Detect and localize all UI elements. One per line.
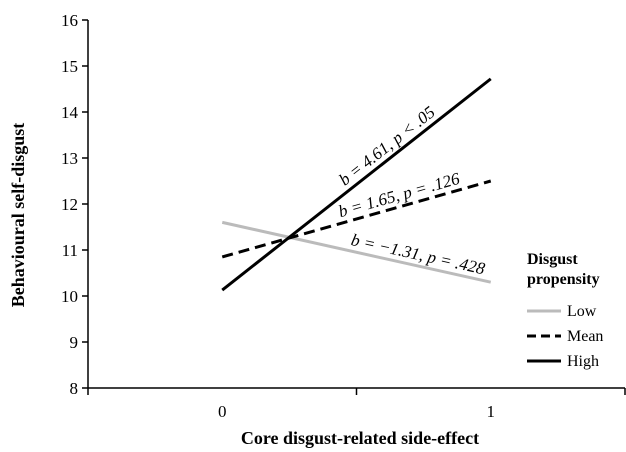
y-tick-label: 14 [61, 103, 79, 122]
y-axis-title: Behavioural self-disgust [8, 123, 28, 308]
legend-label-low: Low [567, 303, 597, 320]
x-tick-label: 1 [487, 402, 496, 421]
legend-title: Disgust [527, 251, 578, 268]
series-line-high [221, 77, 492, 292]
legend-title: propensity [527, 271, 600, 288]
y-tick-label: 15 [61, 57, 78, 76]
y-tick-label: 16 [61, 11, 78, 30]
y-tick-label: 8 [70, 379, 79, 398]
y-tick-label: 11 [62, 241, 78, 260]
y-tick-label: 10 [61, 287, 78, 306]
x-tick-label: 0 [218, 402, 227, 421]
x-axis-title: Core disgust-related side-effect [241, 428, 479, 448]
y-tick-label: 9 [70, 333, 79, 352]
annotation-high: b = 4.61, p < .05 [335, 102, 438, 189]
legend: Disgust propensity Low Mean High [527, 251, 603, 370]
series-line-mean [221, 179, 492, 259]
y-tick-label: 12 [61, 195, 78, 214]
series-lines [221, 77, 492, 292]
ticks: 8 9 10 11 12 13 14 15 16 0 1 [61, 11, 626, 421]
legend-label-mean: Mean [567, 328, 603, 345]
series-line-low [221, 220, 492, 284]
y-tick-label: 13 [61, 149, 78, 168]
legend-label-high: High [567, 353, 599, 370]
